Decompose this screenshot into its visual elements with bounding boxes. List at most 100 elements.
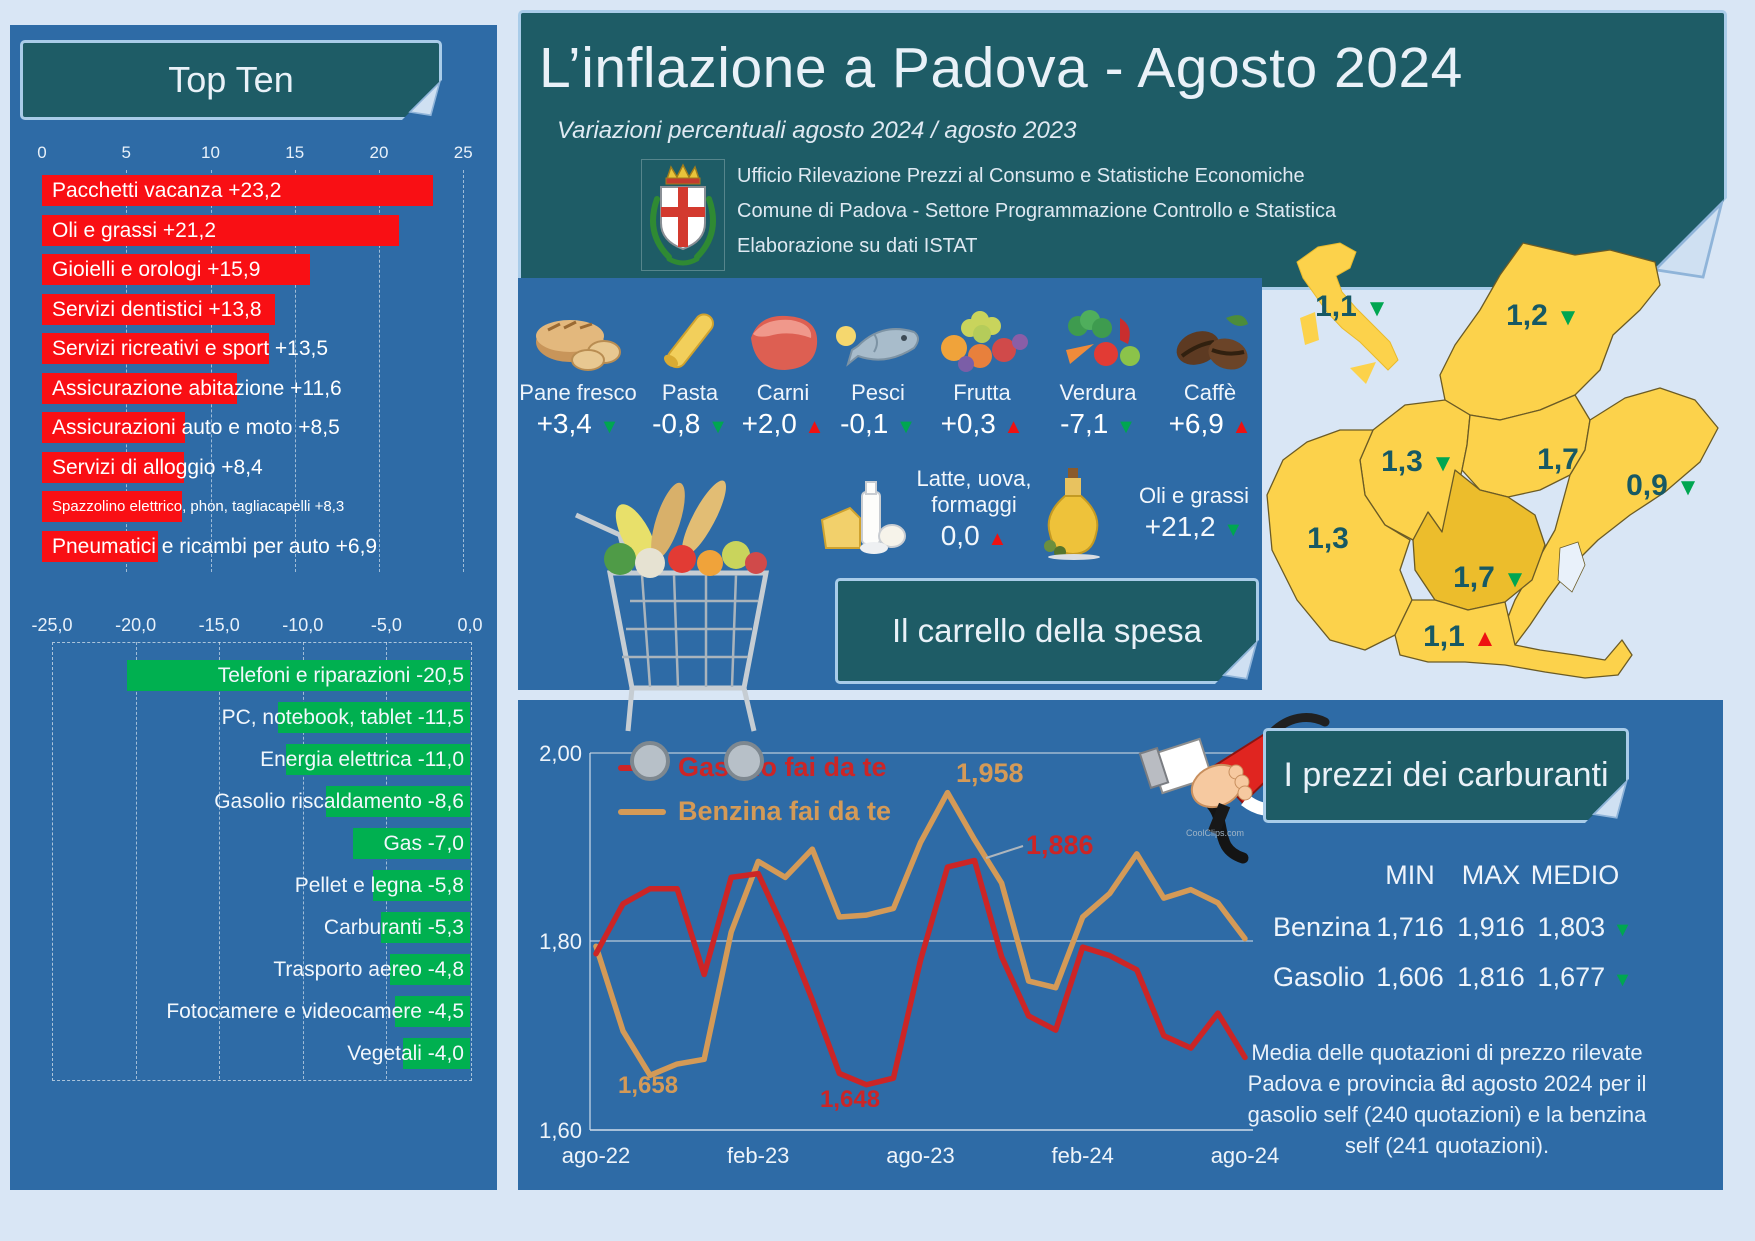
- food-value: +2,0 ▲: [741, 408, 825, 439]
- food-value: -0,8 ▼: [652, 408, 728, 439]
- fold-corner-icon: [1635, 198, 1727, 290]
- map-value-belluno: 1,2 ▼: [1506, 299, 1580, 332]
- down-triangle-icon: ▼: [708, 416, 728, 438]
- decrease-gridline: [386, 642, 388, 1079]
- decrease-bar-label: Gasolio riscaldamento -8,6: [214, 790, 464, 813]
- increase-gridline: [210, 170, 212, 572]
- food-name: Caffè: [1183, 380, 1237, 405]
- increase-bar-row: Servizi dentistici +13,8: [42, 293, 275, 325]
- decrease-bar-row: [277, 702, 470, 733]
- annotation-benzina-max: 1,958: [956, 758, 1024, 788]
- decrease-axis-tick: -10,0: [282, 615, 324, 635]
- increase-bar-label: Assicurazioni auto e moto +8,5: [52, 416, 340, 439]
- province-venezia: [1501, 387, 1719, 646]
- food-value: +0,3 ▲: [940, 408, 1024, 439]
- food-name: Pane fresco: [519, 380, 637, 405]
- decrease-bar-label: Pellet e legna -5,8: [294, 874, 464, 897]
- title-panel: L’inflazione a Padova - Agosto 2024 Vari…: [518, 10, 1727, 290]
- map-value-italia: 1,1 ▼: [1315, 290, 1389, 323]
- fuel-callout: I prezzi dei carburanti: [1263, 728, 1629, 823]
- page-subtitle: Variazioni percentuali agosto 2024 / ago…: [557, 117, 1077, 144]
- decrease-axis-tick: 0,0: [457, 615, 483, 635]
- increase-axis-tick: 15: [285, 143, 305, 162]
- decrease-bar-row: [381, 912, 470, 943]
- food-item: Frutta +0,3 ▲: [920, 292, 1044, 440]
- up-triangle-icon: ▲: [1003, 416, 1024, 438]
- fuel-title: I prezzi dei carburanti: [1283, 756, 1609, 794]
- decrease-axis-tick: -5,0: [370, 615, 402, 635]
- fuel-note-line: self (241 quotazioni).: [1344, 1133, 1550, 1158]
- increase-gridline: [379, 170, 380, 572]
- increase-bar-label: Spazzolino elettrico, phon, tagliacapell…: [52, 498, 345, 515]
- coffee-icon: [1148, 292, 1272, 378]
- oils-label: Oli e grassi: [1138, 483, 1250, 508]
- decrease-axis-tick: -15,0: [198, 615, 240, 635]
- increase-bar-label: Servizi di alloggio +8,4: [52, 455, 263, 479]
- down-triangle-icon: ▼: [1365, 295, 1389, 322]
- decrease-bar-label: Vegetali -4,0: [347, 1042, 464, 1065]
- down-triangle-icon: ▼: [1503, 566, 1527, 593]
- decrease-bar-label: Energia elettrica -11,0: [260, 748, 464, 771]
- decrease-bar-row: [394, 996, 470, 1027]
- food-value: -7,1 ▼: [1060, 408, 1136, 439]
- decrease-bar-row: [403, 1038, 470, 1069]
- fuel-value-medio: 1,677 ▼: [1537, 962, 1633, 992]
- increase-bar-row: Servizi ricreativi e sport +13,5: [42, 333, 328, 364]
- map-value-verona: 1,3: [1307, 522, 1349, 555]
- food-name: Pesci: [851, 380, 905, 405]
- carrello-title: Il carrello della spesa: [892, 612, 1202, 649]
- fuel-value: 1,716: [1376, 912, 1444, 942]
- org-line-1: Ufficio Rilevazione Prezzi al Consumo e …: [737, 165, 1305, 187]
- food-value: -0,1 ▼: [840, 408, 916, 439]
- annotation-benzina-min: 1,658: [618, 1072, 679, 1099]
- increase-bar-row: Oli e grassi +21,2: [42, 214, 400, 246]
- increase-gridline: [126, 170, 128, 572]
- decrease-bar-row: [373, 870, 470, 901]
- decrease-gridline: [219, 642, 221, 1079]
- fuel-row-label: Gasolio: [1273, 962, 1365, 992]
- decrease-bar-row: [286, 744, 470, 775]
- down-triangle-icon: ▼: [1612, 969, 1633, 991]
- top-ten-panel: Top Ten 0 5 10 15 20 25 Pacchetti vacanza +23…: [10, 25, 497, 1190]
- increase-axis-tick: 0: [37, 143, 47, 162]
- down-triangle-icon: ▼: [599, 416, 620, 438]
- top-ten-title: Top Ten: [168, 59, 294, 100]
- food-item: Pane fresco +3,4 ▼: [516, 292, 640, 440]
- legend-gasolio: Gasolio fai da te: [618, 752, 887, 783]
- fuel-line-chart: [589, 752, 1253, 1131]
- fuel-note-line: gasolio self (240 quotazioni) e la benzi…: [1247, 1102, 1647, 1127]
- oil-icon: [1038, 466, 1108, 565]
- ytick-2-00: 2,00: [539, 741, 582, 766]
- increase-bar-row: Servizi di alloggio +8,4: [42, 451, 263, 483]
- increase-axis-tick: 25: [453, 143, 473, 162]
- map-value-vicenza: 1,3 ▼: [1381, 445, 1455, 478]
- org-line-2: Comune di Padova - Settore Programmazion…: [737, 200, 1337, 222]
- decrease-bar-row: [127, 660, 470, 691]
- fuel-value: 1,916: [1457, 912, 1525, 942]
- increase-bar-label: Assicurazione abitazione +11,6: [52, 376, 342, 400]
- page-title: L’inflazione a Padova - Agosto 2024: [539, 36, 1463, 100]
- food-item: Verdura -7,1 ▼: [1036, 292, 1160, 440]
- increase-bar-label: Servizi ricreativi e sport +13,5: [52, 337, 329, 360]
- vegetables-icon: [1036, 292, 1160, 378]
- down-triangle-icon: ▼: [1223, 519, 1244, 541]
- fuel-column-header: MEDIO: [1530, 860, 1620, 890]
- xtick-label: ago-22: [561, 1143, 631, 1168]
- shopping-basket-panel: Pane fresco +3,4 ▼ Pasta -0,8 ▼ Carni +2,0 ▲ P…: [516, 278, 1262, 781]
- decrease-bar-label: Telefoni e riparazioni -20,5: [217, 664, 464, 687]
- top-ten-callout: Top Ten: [20, 40, 442, 120]
- veneto-map: [1266, 242, 1719, 679]
- increase-gridline: [463, 170, 465, 572]
- xtick-label: feb-23: [727, 1143, 790, 1168]
- map-value-rovigo: 1,1 ▲: [1423, 620, 1497, 653]
- ytick-1-80: 1,80: [539, 929, 582, 954]
- dairy-label-line2: formaggi: [931, 492, 1017, 517]
- food-item: Pasta -0,8 ▼: [628, 292, 752, 440]
- meat-icon: [721, 292, 845, 378]
- up-triangle-icon: ▲: [987, 528, 1008, 550]
- down-triangle-icon: ▼: [1612, 919, 1633, 941]
- shopping-cart-image: [574, 480, 770, 781]
- pasta-icon: [628, 292, 752, 378]
- food-name: Carni: [756, 380, 810, 405]
